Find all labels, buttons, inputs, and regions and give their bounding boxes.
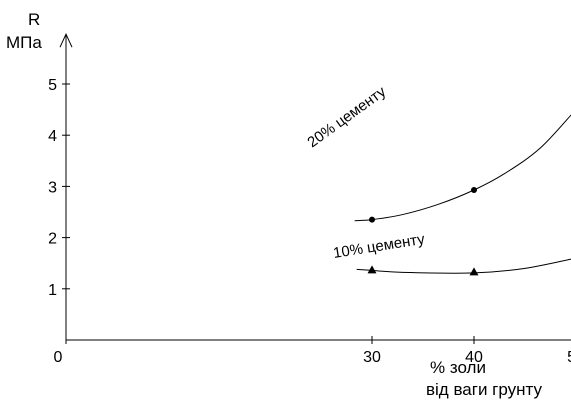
- axes: [60, 34, 571, 346]
- x-tick-label: 50: [567, 349, 571, 366]
- y-tick-label: 5: [48, 77, 57, 94]
- y-axis-label-line2: МПа: [6, 33, 42, 52]
- series-label-10: 10% цементу: [332, 231, 426, 262]
- origin-label: 0: [54, 349, 63, 366]
- data-point: [368, 265, 377, 273]
- series-label-20: 20% цементу: [304, 83, 389, 151]
- y-axis-label-line1: R: [28, 10, 40, 29]
- x-tick-label: 30: [363, 349, 381, 366]
- y-tick-label: 1: [48, 282, 57, 299]
- series-labels: 20% цементу 10% цементу: [304, 83, 426, 262]
- y-tick-label: 2: [48, 231, 57, 248]
- y-tick-label: 4: [48, 128, 57, 145]
- data-point: [369, 217, 375, 223]
- series-line: [355, 100, 571, 220]
- x-axis-label-line1: % золи: [430, 358, 486, 377]
- y-tick-label: 3: [48, 179, 57, 196]
- series-line: [357, 253, 571, 273]
- x-axis-label-line2: від ваги грунту: [426, 380, 542, 399]
- data-point: [471, 187, 477, 193]
- ticks: 030405012345: [48, 77, 571, 366]
- data-point: [470, 267, 479, 275]
